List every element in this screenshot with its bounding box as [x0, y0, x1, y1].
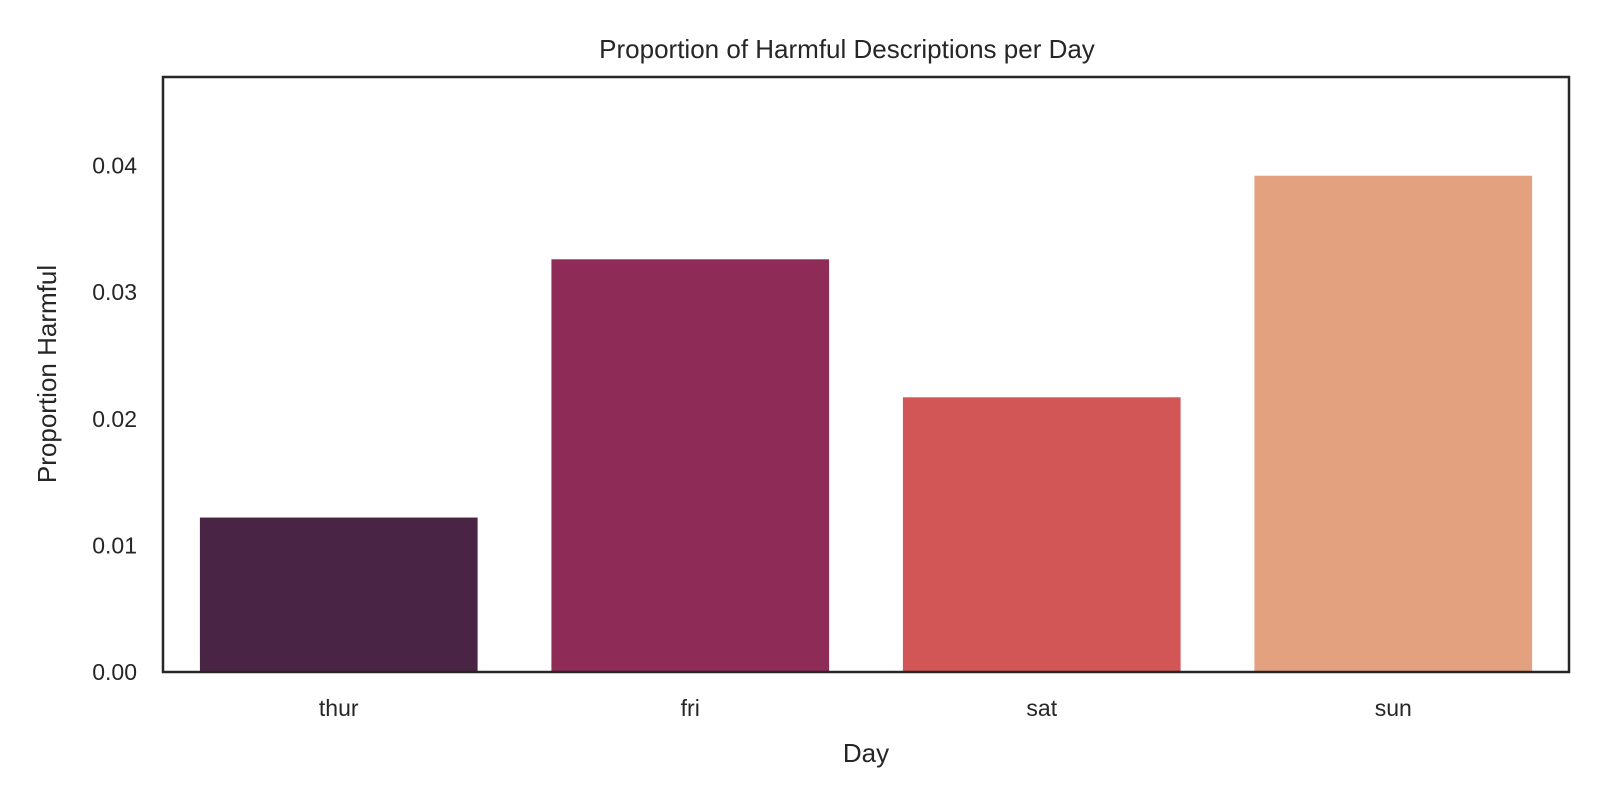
x-axis-label: Day — [843, 738, 889, 768]
x-tick-label-sat: sat — [1026, 695, 1057, 721]
bar-thur — [199, 517, 478, 672]
y-tick-label-0: 0.00 — [92, 659, 137, 685]
y-tick-label-2: 0.02 — [92, 406, 137, 432]
bar-fri — [551, 259, 830, 672]
y-axis-ticks: 0.00 0.01 0.02 0.03 0.04 — [92, 153, 137, 685]
bars — [199, 175, 1533, 673]
y-tick-label-1: 0.01 — [92, 532, 137, 558]
x-axis-ticks: thur fri sat sun — [319, 695, 1412, 721]
x-tick-label-sun: sun — [1375, 695, 1412, 721]
y-tick-label-4: 0.04 — [92, 153, 137, 179]
x-tick-label-fri: fri — [681, 695, 700, 721]
y-axis-label: Proportion Harmful — [32, 265, 62, 483]
plot-frame — [161, 75, 1571, 674]
chart-title: Proportion of Harmful Descriptions per D… — [599, 34, 1095, 64]
bar-sun — [1254, 175, 1533, 673]
x-tick-label-thur: thur — [319, 695, 359, 721]
y-tick-label-3: 0.03 — [92, 279, 137, 305]
bar-sat — [902, 397, 1181, 672]
